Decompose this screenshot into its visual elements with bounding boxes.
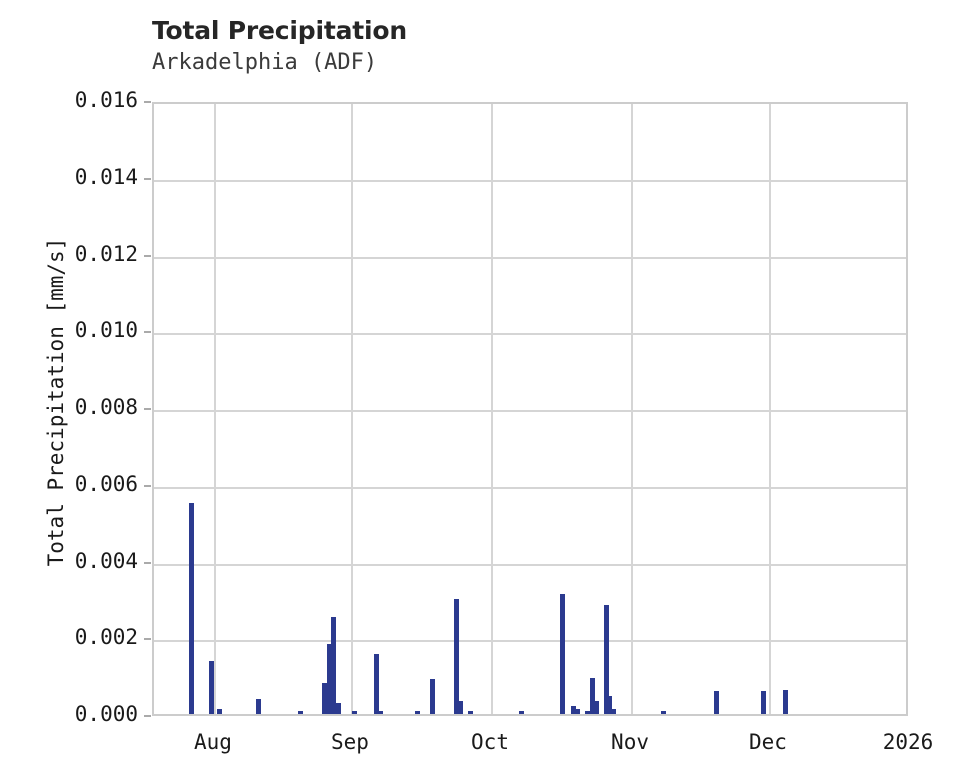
x-axis-tick-label: Dec — [749, 730, 787, 754]
x-axis-tick-label: Nov — [611, 730, 649, 754]
gridline-vertical — [768, 104, 771, 714]
bar — [590, 678, 596, 714]
gridline-horizontal — [154, 640, 906, 643]
chart-subtitle: Arkadelphia (ADF) — [152, 50, 378, 75]
y-axis-tick — [144, 715, 151, 717]
bar — [467, 710, 473, 714]
x-axis-tick-label: 2026 — [882, 730, 934, 754]
y-axis-tick-label: 0.014 — [74, 164, 138, 189]
y-axis-tick-label: 0.000 — [74, 702, 138, 726]
page-title: Total Precipitation — [152, 16, 407, 45]
bar — [607, 695, 613, 714]
x-axis-tick-label: Sep — [331, 730, 369, 754]
y-axis-tick-label: 0.010 — [74, 318, 138, 343]
bar — [415, 710, 421, 714]
y-axis-tick-label: 0.012 — [74, 241, 138, 266]
bar — [604, 605, 610, 714]
bar — [571, 706, 577, 714]
gridline-horizontal — [154, 410, 906, 412]
plot-area — [152, 102, 908, 716]
gridline-horizontal — [154, 486, 906, 489]
y-axis: Total Precipitation [mm/s] 0.000 0.002 0.0… — [0, 0, 138, 780]
bar — [373, 653, 379, 714]
bar — [457, 700, 463, 714]
gridline-horizontal — [154, 256, 906, 259]
gridline-vertical — [631, 104, 634, 714]
y-axis-tick — [144, 254, 151, 257]
bar — [335, 702, 341, 714]
x-axis-tick-label: Oct — [471, 730, 509, 754]
bar — [594, 700, 600, 714]
bar — [430, 679, 436, 714]
gridline-horizontal — [154, 333, 906, 336]
y-axis-tick-label: 0.016 — [74, 88, 138, 112]
bar — [209, 660, 215, 714]
y-axis-tick — [144, 101, 151, 103]
bar — [217, 709, 223, 714]
y-axis-tick — [144, 484, 151, 487]
bar — [321, 682, 327, 714]
bar — [518, 710, 524, 714]
y-axis-tick — [144, 561, 151, 564]
bar — [782, 690, 788, 714]
bar — [255, 699, 261, 714]
gridline-vertical — [350, 104, 353, 714]
y-axis-tick — [144, 638, 151, 641]
bar — [351, 711, 357, 714]
y-axis-tick — [144, 408, 151, 410]
gridline-vertical — [491, 104, 493, 714]
bar — [585, 710, 591, 714]
bar — [330, 616, 336, 714]
gridline-horizontal — [154, 179, 906, 182]
bar — [713, 690, 719, 714]
bar — [326, 643, 332, 714]
bar — [453, 599, 459, 714]
bar — [575, 709, 581, 714]
y-axis-tick-label: 0.006 — [74, 471, 138, 496]
y-axis-tick-label: 0.002 — [74, 625, 138, 650]
y-axis-tick-label: 0.004 — [74, 548, 138, 573]
bar — [298, 711, 304, 714]
bar — [661, 711, 667, 714]
x-axis-tick-label: Aug — [193, 730, 232, 754]
y-axis-tick — [144, 177, 151, 180]
bar — [611, 709, 617, 714]
gridline-horizontal — [154, 563, 906, 566]
y-axis-tick-label: 0.008 — [74, 395, 138, 419]
bar — [377, 710, 383, 714]
bar — [560, 593, 566, 714]
gridline-vertical — [213, 104, 216, 714]
bar — [189, 502, 195, 714]
y-axis-tick — [144, 331, 151, 334]
bar — [760, 690, 766, 714]
